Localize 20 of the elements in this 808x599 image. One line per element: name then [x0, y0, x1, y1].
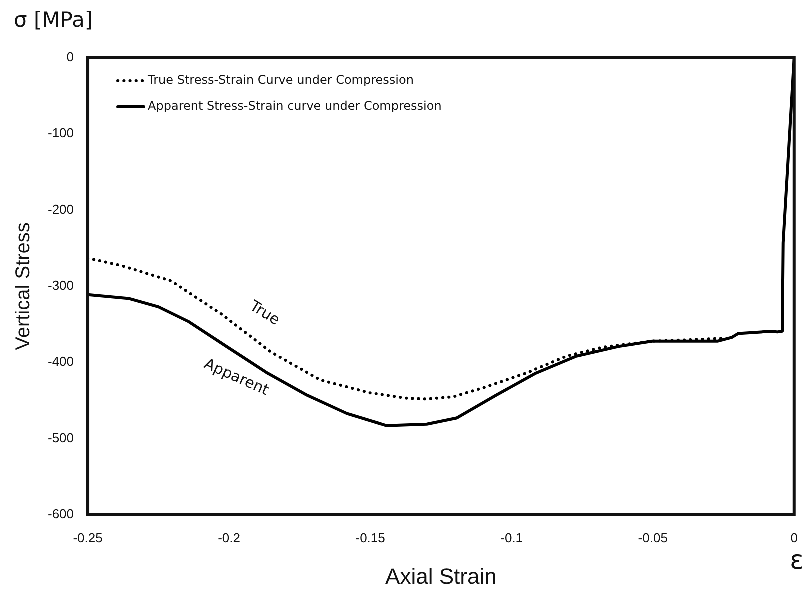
x-tick-label: -0.2 [218, 530, 240, 546]
text: ε [790, 546, 804, 576]
y-tick-label: -400 [48, 354, 74, 370]
y-axis-title: Vertical Stress [12, 222, 35, 350]
y-tick-label: -100 [48, 126, 74, 141]
y-tick-label: -500 [48, 430, 74, 446]
text: σ [MPa] [14, 8, 94, 32]
x-tick-label: 0 [790, 530, 798, 546]
y-tick-label: -300 [48, 278, 74, 294]
y-tick-label: -200 [48, 202, 74, 217]
y-tick-label: -600 [48, 506, 74, 522]
legend-label: True Stress-Strain Curve under Compression [147, 73, 414, 88]
x-tick-label: -0.05 [638, 530, 668, 546]
x-tick-label: -0.25 [73, 530, 103, 546]
x-axis-title: Axial Strain [386, 564, 497, 589]
annotation: True [246, 296, 284, 329]
x-tick-label: -0.15 [356, 530, 386, 546]
y-tick-label: 0 [66, 50, 74, 65]
legend-label: Apparent Stress-Strain curve under Compression [148, 99, 442, 114]
x-tick-label: -0.1 [500, 530, 524, 546]
